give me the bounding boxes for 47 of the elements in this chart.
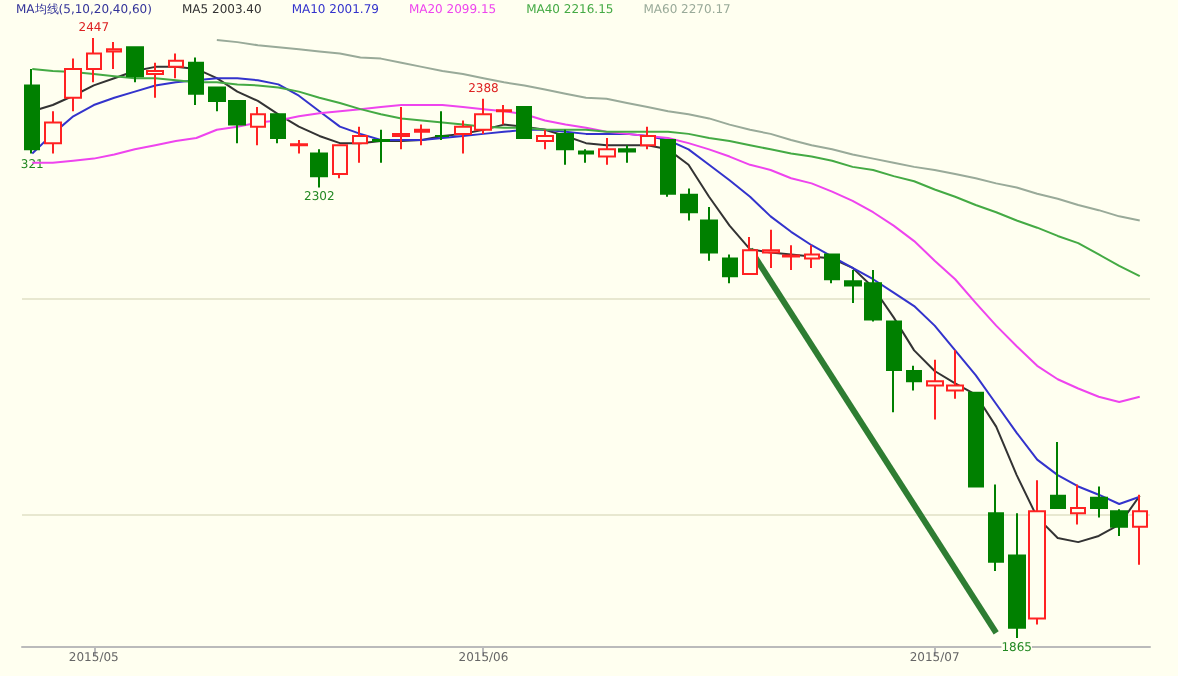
candlestick <box>782 244 800 271</box>
candlestick <box>392 106 410 151</box>
candlestick <box>24 67 40 155</box>
candlestick <box>332 144 348 180</box>
candlestick <box>270 113 286 145</box>
candlestick <box>372 128 390 164</box>
candlestick <box>106 41 122 70</box>
candlestick <box>86 37 102 84</box>
candlestick <box>126 46 144 84</box>
candlestick <box>352 125 368 164</box>
candlestick <box>1050 441 1066 510</box>
candlestick <box>146 61 164 99</box>
candlestick <box>660 139 676 198</box>
candlestick <box>516 106 532 139</box>
candlestick <box>414 123 430 147</box>
candlestick <box>578 148 594 164</box>
candlestick <box>44 110 62 155</box>
candlestick <box>886 320 902 414</box>
candlestick <box>700 206 718 262</box>
candlestick <box>434 110 450 142</box>
candlestick <box>290 139 308 155</box>
candlestick <box>618 144 636 164</box>
candlestick <box>1070 483 1086 526</box>
candlestick <box>680 187 698 222</box>
candlestick <box>1008 512 1026 639</box>
candlestick <box>168 52 184 80</box>
candlestick <box>762 228 780 269</box>
candlestick <box>188 56 204 107</box>
candlestick <box>536 128 554 151</box>
candlestick <box>1110 508 1128 537</box>
candlestick <box>640 125 656 151</box>
candlestick <box>742 235 758 276</box>
candlestick <box>824 253 840 285</box>
candlestick <box>906 364 922 392</box>
candlestick <box>496 104 512 126</box>
candlestick <box>988 483 1004 572</box>
candlestick <box>1028 479 1046 626</box>
candlestick <box>250 106 266 147</box>
candlestick <box>310 148 328 189</box>
candlestick <box>1132 493 1148 566</box>
candlestick <box>556 128 574 166</box>
candlestick <box>722 253 738 285</box>
candlestick <box>598 137 616 166</box>
candlestick <box>64 57 82 113</box>
candlestick <box>968 391 984 488</box>
candlestick <box>1090 485 1108 519</box>
candlestick <box>804 244 820 269</box>
